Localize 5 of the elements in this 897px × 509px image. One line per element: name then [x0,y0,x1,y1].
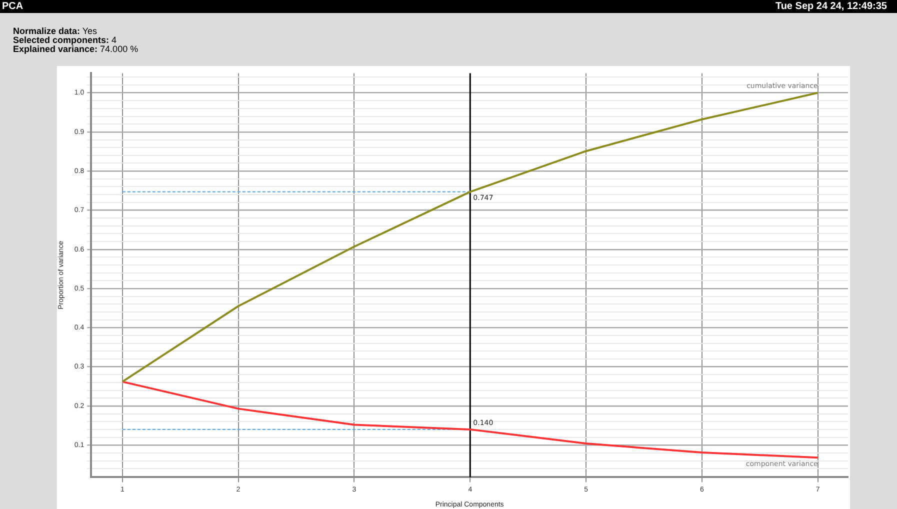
chart-title: PCA [2,0,24,13]
text: Explained variance: 74.000 % [13,44,138,54]
text: Normalize data: Yes [13,26,98,36]
text: Selected components: 4 [13,35,118,45]
text: Tue Sep 24 24, 12:49:35 [775,0,887,13]
